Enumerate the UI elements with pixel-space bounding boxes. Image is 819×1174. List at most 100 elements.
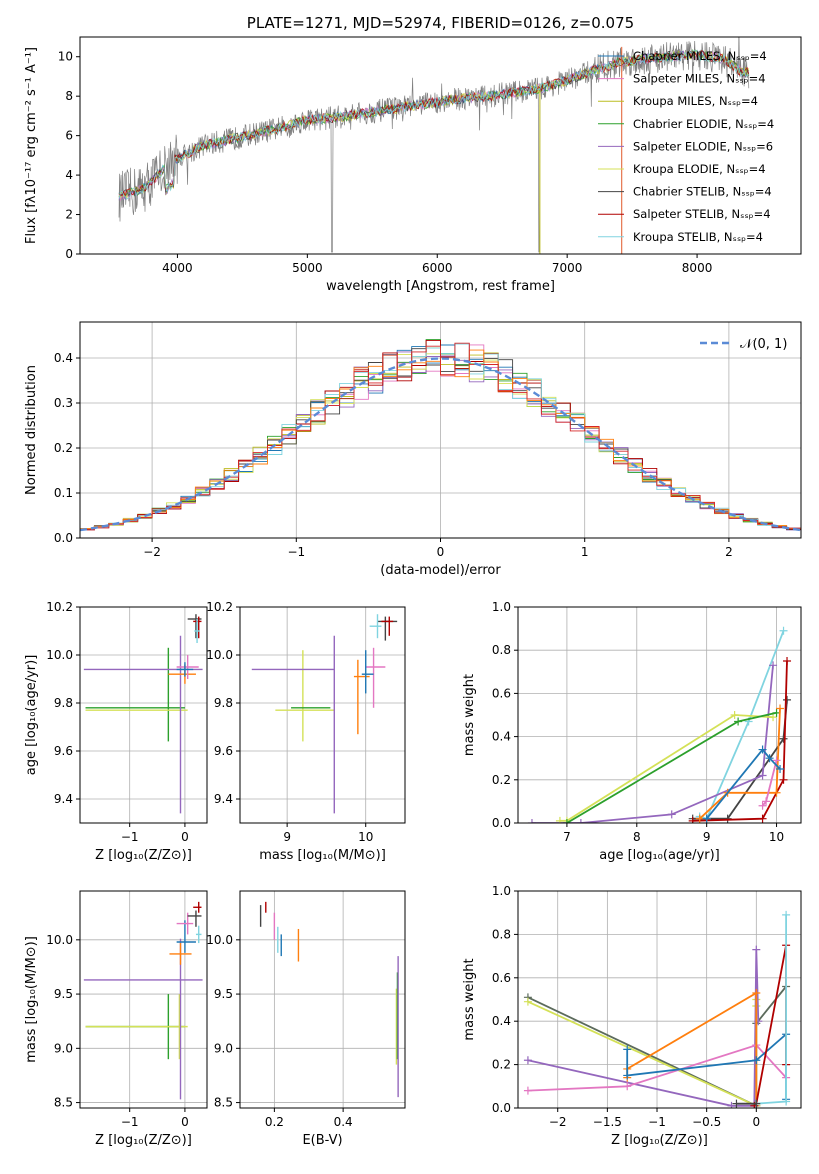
plot-area [527,626,792,823]
x-tick-label: 10 [358,830,373,844]
legend-entry: Chabrier MILES, Nₛₛₚ=4 [633,49,767,63]
x-tick-label: 0 [181,1115,189,1129]
y-tick-label: 0.0 [492,1101,511,1115]
error-bar-point-1 [85,647,185,742]
series-marker [623,1071,632,1080]
panel-1: 4000 5000 6000 7000 8000 0 2 4 6 8 10 wavelength [A… [24,14,802,294]
plot-area [523,910,791,1108]
y-tick-label: 0.6 [492,686,511,700]
y-tick-label: 10 [58,50,73,64]
x-axis-label: Z [log₁₀(Z/Z⊙)] [95,1133,192,1148]
y-axis-label: age [log₁₀(age/yr)] [24,655,39,776]
series-line [706,748,781,820]
y-tick-label: 9.8 [54,696,73,710]
plot-area [259,901,399,1098]
series-marker [776,704,785,713]
x-tick-label: 2 [725,545,733,559]
model-spectrum-8 [118,50,750,198]
series-marker [752,1099,761,1108]
series-marker [758,771,767,780]
x-tick-label: 6000 [422,261,453,275]
error-bar-point-5 [176,920,196,953]
plot-area [251,614,398,814]
x-tick-label: −1 [121,1115,139,1129]
series-marker [758,801,767,810]
error-bar-point-5 [365,647,386,708]
x-tick-label: 7 [563,830,571,844]
axes-frame [79,890,208,1109]
y-axis-label: mass weight [462,958,477,1040]
legend-entry: Salpeter MILES, Nₛₛₚ=4 [633,72,766,86]
series-marker [623,1082,632,1091]
panel-4: 9 10 9.4 9.6 9.8 10.0 10.2 mass [log₁₀(M/M⊙)] [206,600,406,863]
series-line [699,630,785,820]
legend-entry: Salpeter ELODIE, Nₛₛₚ=6 [633,139,773,153]
y-tick-label: 0.8 [492,643,511,657]
legend-entry: Chabrier ELODIE, Nₛₛₚ=4 [633,117,774,131]
x-axis-label: (data-model)/error [380,563,501,578]
error-bar-point-6 [361,650,374,694]
chart-title: PLATE=1271, MJD=52974, FIBERID=0126, z=0… [247,14,634,32]
weight-series-2 [688,657,792,823]
panel-8: −2 −1.5 −1 −0.5 0 0.0 0.2 0.4 0.6 0.8 1.0 Z [log₁₀(… [462,884,802,1148]
series-marker [762,797,771,806]
x-tick-label: 4000 [162,261,193,275]
series-marker [523,997,532,1006]
series-marker [758,745,767,754]
series-marker [779,775,788,784]
series-marker [562,819,571,823]
x-axis-label: E(B-V) [302,1133,342,1148]
series-marker [752,1056,761,1065]
series-line [559,714,774,822]
legend-entry: 𝒩(0, 1) [740,337,787,352]
x-tick-label: 0 [181,830,189,844]
x-tick-label: 9 [283,830,291,844]
x-tick-label: −1 [287,545,305,559]
x-axis-label: mass [log₁₀(M/M⊙)] [259,848,386,863]
error-bar-point-3 [83,938,203,1100]
series-line [692,660,788,822]
error-bar-point-9 [194,619,200,643]
y-tick-label: 0.4 [492,730,511,744]
series-marker [752,988,761,997]
y-tick-label: 10.0 [206,933,233,947]
legend-entry: Kroupa MILES, Nₛₛₚ=4 [633,94,758,108]
x-tick-label: −2 [143,545,161,559]
axes-frame [517,890,802,1109]
plot-area [118,37,750,254]
series-marker [523,1086,532,1095]
y-tick-label: 10.0 [46,648,73,662]
series-marker [555,816,564,823]
plot-area [83,901,203,1100]
model-spectrum-9 [118,50,750,200]
series-marker [772,756,781,765]
y-tick-label: 2 [65,208,73,222]
panel-7: 0.2 0.4 8.5 9.0 9.5 10.0 E(B-V) [206,890,406,1148]
x-tick-label: −2 [549,1115,567,1129]
series-marker [576,819,585,823]
series-marker [527,819,536,823]
y-axis-label: Normed distribution [24,365,39,495]
series-marker [765,754,774,763]
error-bar-point-8 [381,616,394,636]
x-tick-label: 9 [703,830,711,844]
y-tick-label: 0.0 [54,531,73,545]
axes-frame [79,606,208,824]
axes-frame [79,36,802,255]
error-bar-point-4 [169,943,192,965]
y-tick-label: 10.0 [46,933,73,947]
series-marker [727,1101,736,1108]
series-line [527,949,760,1107]
x-tick-label: 7000 [552,261,583,275]
error-bar-point-5 [176,655,199,679]
y-tick-label: 9.5 [214,987,233,1001]
x-tick-label: −1 [648,1115,666,1129]
x-tick-label: −1 [121,830,139,844]
series-line [753,945,787,1107]
error-bar-point-7 [187,910,202,927]
error-bar-point-7 [377,616,398,641]
x-tick-label: 0 [437,545,445,559]
plot-area [83,614,203,814]
model-spectrum-5 [118,50,749,201]
y-tick-label: 9.8 [214,696,233,710]
